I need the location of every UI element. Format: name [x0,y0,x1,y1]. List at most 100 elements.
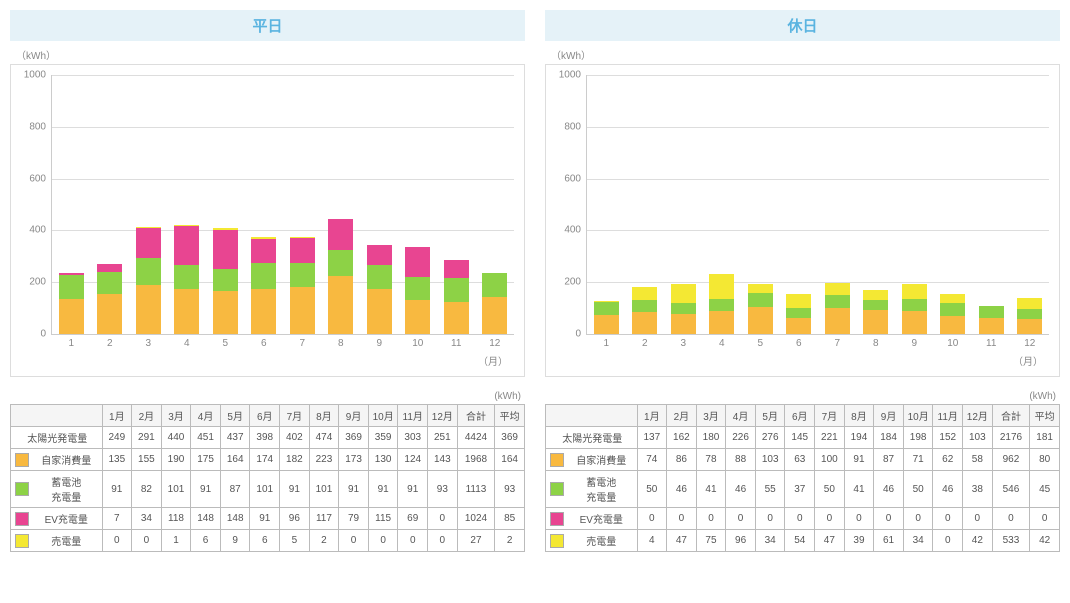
y-unit-label: （kWh） [551,47,1060,62]
row-label-text: 蓄電池充電量 [568,474,635,504]
table-header-cell: 4月 [191,405,221,427]
bar-seg-batt [97,272,122,293]
x-tick-label: 8 [322,334,361,349]
bar-slot: 12 [476,75,515,334]
table-header-cell: 8月 [309,405,339,427]
table-cell: 46 [933,471,963,508]
table-header-cell: 5月 [220,405,250,427]
table-cell: 0 [102,530,132,552]
table-cell: 223 [309,449,339,471]
bar-slot: 10 [399,75,438,334]
x-tick-label: 11 [972,334,1011,349]
bar-seg-batt [328,250,353,276]
bar-seg-batt [902,299,927,311]
bar-slot: 7 [818,75,857,334]
bar-stack [482,273,507,334]
bar-seg-batt [367,265,392,289]
table-cell: 0 [844,508,874,530]
table-cell: 9 [220,530,250,552]
table-cell: 78 [696,449,726,471]
bar-seg-self [1017,319,1042,334]
table-cell: 198 [903,427,933,449]
bar-seg-batt [594,302,619,315]
table-cell: 0 [696,508,726,530]
table-cell: 437 [220,427,250,449]
table-avg-cell: 93 [495,471,525,508]
x-tick-label: 7 [283,334,322,349]
bars-group: 123456789101112 [52,75,514,334]
bar-stack [136,227,161,334]
bar-slot: 11 [972,75,1011,334]
table-cell: 4 [637,530,667,552]
table-cell: 190 [161,449,191,471]
bar-seg-batt [863,300,888,311]
table-cell: 63 [785,449,815,471]
bar-seg-batt [405,277,430,301]
table-header-cell: 平均 [495,405,525,427]
color-swatch [550,453,564,467]
table-cell: 41 [696,471,726,508]
table-cell: 5 [280,530,310,552]
table-sum-cell: 1113 [457,471,495,508]
table-cell: 130 [368,449,398,471]
table-header-cell: 6月 [785,405,815,427]
table-header-cell: 平均 [1030,405,1060,427]
table-row: 自家消費量7486788810363100918771625896280 [546,449,1060,471]
x-tick-label: 5 [741,334,780,349]
color-swatch [15,512,29,526]
table-header-cell: 7月 [280,405,310,427]
table-cell: 55 [755,471,785,508]
table-cell: 152 [933,427,963,449]
table-sum-cell: 546 [992,471,1030,508]
table-cell: 0 [815,508,845,530]
table-row: 自家消費量13515519017516417418222317313012414… [11,449,525,471]
bar-seg-batt [213,269,238,292]
table-cell: 79 [339,508,369,530]
color-swatch [550,534,564,548]
table-cell: 182 [280,449,310,471]
color-swatch [15,453,29,467]
table-cell: 173 [339,449,369,471]
table-cell: 58 [963,449,993,471]
table-cell: 71 [903,449,933,471]
table-cell: 6 [191,530,221,552]
table-cell: 91 [339,471,369,508]
x-tick-label: 10 [934,334,973,349]
x-tick-label: 4 [703,334,742,349]
bar-stack [97,264,122,334]
table-cell: 91 [368,471,398,508]
bar-stack [940,294,965,334]
table-row: 売電量447759634544739613404253342 [546,530,1060,552]
table-cell: 50 [815,471,845,508]
row-label-cell: 蓄電池充電量 [546,471,638,508]
y-tick-label: 0 [16,329,46,340]
bar-seg-self [367,289,392,334]
table-header-cell: 9月 [339,405,369,427]
table-cell: 0 [428,530,458,552]
table-cell: 0 [339,530,369,552]
bar-slot: 9 [895,75,934,334]
table-cell: 226 [726,427,756,449]
bar-seg-batt [748,293,773,307]
table-cell: 41 [844,471,874,508]
row-label-text: 自家消費量 [33,452,100,467]
bar-seg-sell [902,284,927,300]
bar-slot: 7 [283,75,322,334]
bar-seg-self [709,311,734,334]
table-cell: 0 [933,508,963,530]
bar-stack [671,284,696,334]
table-cell: 0 [398,530,428,552]
table-cell: 148 [191,508,221,530]
row-label-text: 蓄電池充電量 [33,474,100,504]
x-unit-label: （月） [586,353,1049,368]
bar-slot: 3 [129,75,168,334]
x-tick-label: 4 [168,334,207,349]
table-cell: 46 [726,471,756,508]
table-header-cell: 1月 [637,405,667,427]
table-cell: 451 [191,427,221,449]
bar-seg-self [251,289,276,334]
x-tick-label: 12 [476,334,515,349]
table-cell: 87 [874,449,904,471]
table-cell: 47 [667,530,697,552]
table-cell: 440 [161,427,191,449]
